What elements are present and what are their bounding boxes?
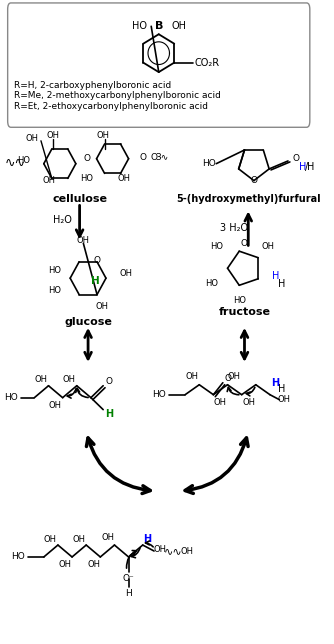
Text: OH: OH	[87, 560, 100, 569]
Text: HO: HO	[11, 553, 25, 562]
Text: ∿∿: ∿∿	[164, 546, 182, 556]
Text: CO₂R: CO₂R	[195, 57, 220, 68]
Text: H: H	[307, 162, 314, 172]
Text: HO: HO	[48, 286, 61, 295]
Text: HO: HO	[5, 393, 18, 402]
Text: OH: OH	[117, 174, 130, 183]
Text: OH: OH	[48, 401, 61, 410]
Text: H: H	[299, 162, 307, 172]
Text: OH: OH	[101, 533, 114, 542]
Text: O: O	[225, 374, 232, 383]
Text: R=H, 2-carboxyphenylboronic acid: R=H, 2-carboxyphenylboronic acid	[14, 80, 171, 90]
Text: O⁻: O⁻	[123, 574, 135, 583]
Text: glucose: glucose	[64, 317, 112, 327]
Text: OH: OH	[34, 375, 47, 384]
Text: OH: OH	[185, 372, 198, 381]
FancyBboxPatch shape	[8, 3, 310, 128]
Text: O: O	[241, 239, 248, 248]
Text: HO: HO	[202, 159, 215, 168]
Text: O: O	[139, 153, 146, 162]
Text: cellulose: cellulose	[52, 194, 107, 204]
Text: OH: OH	[63, 375, 76, 384]
Text: O: O	[250, 176, 258, 185]
Text: H: H	[272, 271, 279, 281]
Text: HO: HO	[17, 156, 30, 166]
Text: OH: OH	[72, 535, 85, 544]
Text: R=Et, 2-ethoxycarbonylphenylboronic acid: R=Et, 2-ethoxycarbonylphenylboronic acid	[14, 102, 208, 111]
Text: O: O	[105, 377, 112, 386]
Text: OH: OH	[243, 398, 256, 407]
Text: fructose: fructose	[218, 307, 271, 317]
Text: ∿∿: ∿∿	[5, 157, 26, 170]
Text: OH: OH	[44, 535, 57, 544]
Text: OH: OH	[228, 372, 240, 381]
Text: OH: OH	[278, 395, 291, 404]
Text: OH: OH	[262, 242, 275, 251]
Text: H₂O: H₂O	[53, 216, 72, 225]
Text: R=Me, 2-methoxycarbonylphenylboronic acid: R=Me, 2-methoxycarbonylphenylboronic aci…	[14, 91, 220, 100]
Text: HO: HO	[153, 390, 166, 399]
Text: OH: OH	[180, 547, 193, 556]
Text: H: H	[143, 534, 152, 544]
Text: H: H	[279, 384, 286, 393]
Text: H: H	[91, 276, 100, 286]
Text: OH: OH	[119, 269, 132, 278]
Text: H: H	[125, 589, 132, 598]
Text: H: H	[272, 378, 280, 388]
Text: OH: OH	[172, 21, 187, 32]
Text: OH: OH	[47, 131, 60, 140]
Text: 3∿: 3∿	[155, 153, 168, 162]
Text: O: O	[94, 256, 101, 265]
Text: OH: OH	[213, 398, 226, 407]
Text: O: O	[151, 153, 158, 162]
Text: OH: OH	[77, 236, 90, 245]
Text: HO: HO	[233, 296, 246, 305]
Text: OH: OH	[59, 560, 72, 569]
Text: OH: OH	[97, 131, 110, 140]
Text: HO: HO	[210, 242, 223, 251]
Text: OH: OH	[25, 135, 38, 144]
Text: HO: HO	[133, 21, 147, 32]
Text: 3 H₂O: 3 H₂O	[220, 223, 248, 233]
Text: O: O	[292, 155, 299, 164]
Text: OH: OH	[153, 545, 166, 553]
Text: HO: HO	[48, 266, 61, 275]
Text: H: H	[105, 408, 113, 419]
Text: H: H	[279, 279, 286, 289]
Text: B: B	[155, 21, 163, 32]
Text: /: /	[305, 162, 309, 172]
Text: OH: OH	[42, 176, 55, 185]
Text: O: O	[84, 154, 91, 163]
Text: HO: HO	[205, 279, 218, 288]
Text: 5-(hydroxymethyl)furfural: 5-(hydroxymethyl)furfural	[176, 194, 321, 204]
Text: HO: HO	[80, 174, 93, 183]
Text: OH: OH	[96, 301, 109, 310]
